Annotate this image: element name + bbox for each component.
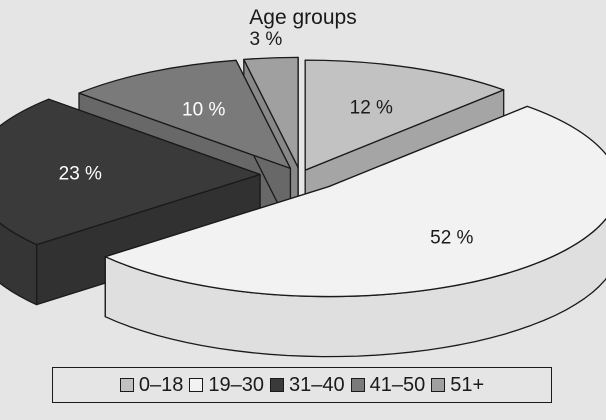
legend-swatch [119, 378, 134, 392]
pie-slice-31–40 [0, 98, 261, 246]
legend-label: 31–40 [288, 373, 345, 396]
data-label-41–50: 10 % [182, 100, 225, 121]
legend-item-0–18: 0–18 [119, 373, 184, 397]
pie-slice-rim-31–40 [0, 222, 38, 306]
pie-slice-51+ [243, 56, 299, 169]
legend-swatch [350, 378, 365, 392]
pie-slice-41–50 [78, 59, 292, 170]
chart-title: Age groups [249, 6, 357, 29]
data-label-51+: 3 % [250, 29, 283, 50]
data-label-31–40: 23 % [59, 163, 102, 184]
legend-label: 19–30 [208, 373, 264, 396]
data-label-0–18: 12 % [350, 98, 393, 119]
pie-slice-0–18 [304, 59, 505, 171]
legend-swatch [269, 378, 284, 392]
chart-legend: 0–18 19–30 31–40 41–50 51+ [52, 367, 552, 403]
legend-label: 51+ [450, 373, 485, 396]
data-label-19–30: 52 % [430, 227, 473, 248]
legend-swatch [431, 378, 446, 392]
legend-item-19–30: 19–30 [189, 374, 264, 397]
pie-chart: 12 % 52 % 23 % 10 % 3 % [0, 29, 606, 358]
legend-swatch [189, 378, 204, 392]
legend-item-41–50: 41–50 [350, 373, 426, 397]
legend-item-51+: 51+ [431, 374, 484, 397]
pie-slice-19–30 [104, 105, 606, 298]
legend-label: 41–50 [369, 373, 426, 396]
legend-item-31–40: 31–40 [269, 373, 345, 397]
legend-label: 0–18 [138, 373, 184, 396]
